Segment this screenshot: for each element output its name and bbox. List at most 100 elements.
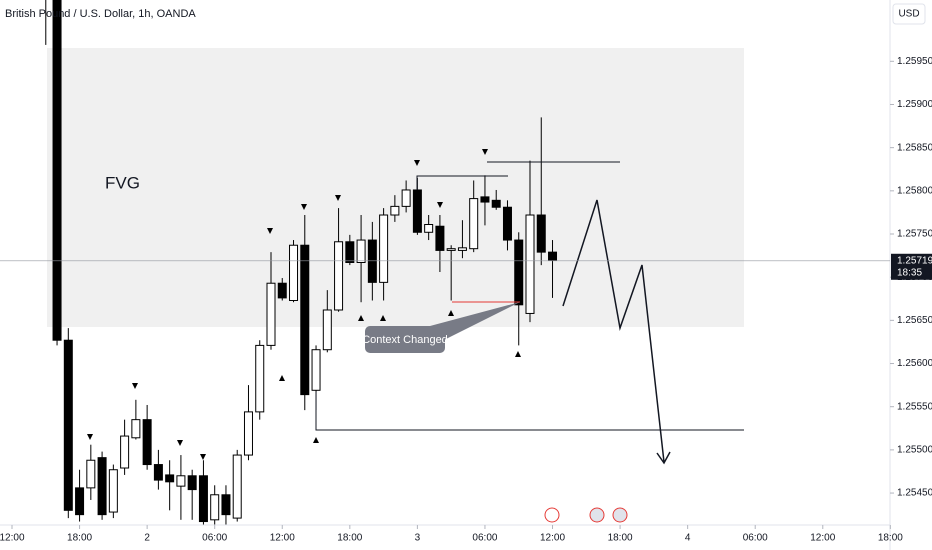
fvg-label: FVG [105,173,140,192]
candle-body [548,251,558,261]
candle-body [514,239,524,306]
x-tick-label: 06:00 [743,533,768,544]
candle-body [221,494,231,516]
callout-text: Context Changed [362,334,448,346]
candle-body [153,464,163,481]
x-tick-label: 06:00 [472,533,497,544]
candle-body [367,239,377,283]
signal-up [380,315,386,321]
projection-path [562,199,665,463]
candle-body [390,205,400,216]
candle-body [176,475,186,487]
candle-body [480,196,490,203]
price-label-box [891,253,932,280]
candle-body [86,459,96,489]
currency-button[interactable] [892,3,926,25]
y-tick-label: 1.25850 [897,142,932,153]
signal-up [279,375,285,381]
signal-up [313,437,319,443]
candle-body [198,475,208,523]
signal-down [414,160,420,166]
y-tick-label: 1.25450 [897,488,932,499]
y-tick-label: 1.25750 [897,229,932,240]
event-icon [589,507,605,523]
x-tick-label: 3 [415,533,421,544]
candle-body [232,454,242,519]
candle-body [266,282,276,346]
candle-body [446,248,456,251]
candle-body [379,214,389,283]
candle-body [63,339,73,511]
overlays: Context Changed FVG [87,149,744,465]
signal-down [267,228,273,234]
fvg-zone [47,48,744,327]
y-tick-label: 1.25900 [897,99,932,110]
y-tick-label: 1.25800 [897,185,932,196]
candle-body [412,189,422,233]
event-icon [612,507,628,523]
candle-body [424,224,434,233]
signal-down [482,149,488,155]
arrow-head [656,451,671,465]
candle-body [469,198,479,250]
currency-label[interactable]: USD [898,9,919,20]
y-tick-label: 1.25950 [897,56,932,67]
candle-body [108,469,118,513]
candle-body [311,349,321,391]
candle-body [356,239,366,264]
x-tick-label: 12:00 [270,533,295,544]
candle-body [187,475,197,491]
x-tick-label: 06:00 [202,533,227,544]
x-tick-label: 12:00 [540,533,565,544]
candles [45,0,558,525]
event-icons [544,507,628,523]
signal-down [177,440,183,446]
signal-up [358,315,364,321]
signal-down [335,195,341,201]
candle-body [536,214,546,253]
candle-body [120,435,130,469]
countdown-label: 18:35 [897,267,922,278]
x-tick-label: 18:00 [337,533,362,544]
signal-up [448,310,454,316]
x-tick-label: 18:00 [67,533,92,544]
callout-box [365,326,445,353]
price-label: 1.25719 [897,255,932,266]
signal-down [200,454,206,460]
candle-body [97,457,107,516]
candle-body [401,189,411,207]
signal-down [132,383,138,389]
candle-body [289,244,299,301]
level-line [315,392,744,431]
x-tick-label: 12:00 [810,533,835,544]
y-tick-label: 1.25500 [897,445,932,456]
signal-down [301,204,307,210]
signal-up [515,351,521,357]
level-line [416,175,508,190]
candle-body [435,225,445,251]
x-tick-label: 4 [685,533,691,544]
candle-body [277,282,287,299]
callout-pointer [430,302,520,340]
candle-body [131,419,141,439]
candle-body [255,344,265,413]
x-tick-label: 12:00 [0,533,25,544]
candle-body [52,0,62,341]
candle-body [243,411,253,456]
candle-body [491,199,501,208]
candle-body [502,206,512,241]
candle-body [345,241,355,264]
signal-down [87,434,93,440]
y-tick-label: 1.25600 [897,358,932,369]
candle-body [525,214,535,314]
x-tick-label: 18:00 [608,533,633,544]
event-icon [544,507,560,523]
signal-down [437,202,443,208]
drawings [47,48,744,327]
candle-body [300,244,310,396]
candle-body [75,487,85,516]
y-tick-label: 1.25550 [897,401,932,412]
candle-body [165,474,175,483]
x-tick-label: 18:00 [878,533,903,544]
